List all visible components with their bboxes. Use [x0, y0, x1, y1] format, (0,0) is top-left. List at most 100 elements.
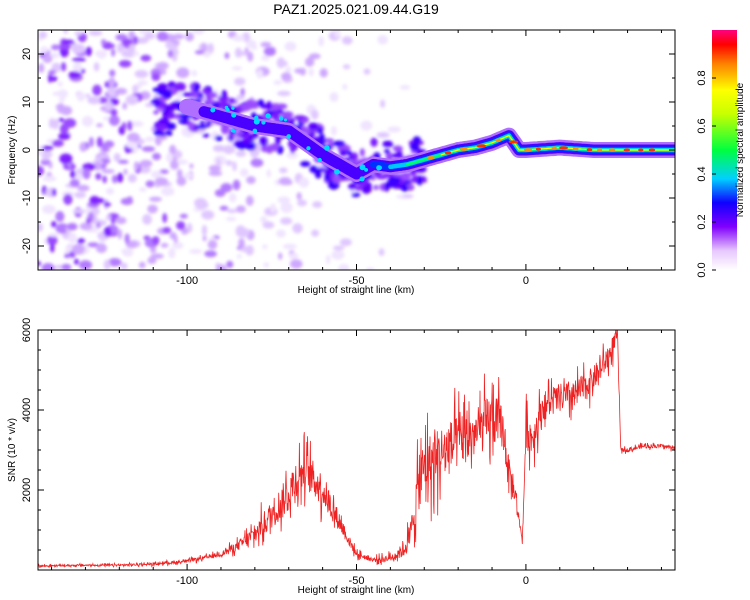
spectrogram-cell — [201, 210, 215, 220]
spectrogram-cell — [402, 194, 414, 199]
spectrogram-peak — [572, 147, 579, 151]
spectrogram-cell — [202, 51, 211, 58]
spectrogram-cell — [64, 253, 70, 259]
spectrogram-cell — [122, 102, 128, 110]
spectrogram-cell — [256, 69, 264, 79]
spectrogram-cell — [149, 246, 157, 254]
spectrogram-cell — [76, 91, 86, 102]
spectrogram-cell — [202, 235, 207, 242]
spectrogram-cell — [49, 52, 60, 59]
spectrogram-cell — [332, 175, 342, 184]
spectrogram-cell — [225, 160, 233, 166]
spectrogram-cell — [42, 54, 53, 64]
spectrogram-cell — [226, 208, 238, 214]
spectrogram-cell — [375, 174, 388, 180]
spectrogram-cell — [245, 195, 254, 206]
spectrogram-cell — [70, 170, 76, 179]
spectrogram-cell — [319, 68, 328, 78]
spectrogram-cell — [86, 217, 91, 225]
spectrogram-cell — [111, 174, 118, 184]
spectrogram-cell — [71, 43, 86, 54]
spectrogram-cell — [162, 227, 172, 234]
spectrogram-cell — [145, 180, 155, 188]
spectrogram-cell — [220, 182, 233, 193]
spectrogram-cell — [110, 213, 116, 225]
spectrogram-cell — [263, 46, 276, 57]
spectrogram-cell — [145, 136, 155, 143]
spectrogram-cell — [122, 247, 134, 257]
spectrogram-cell — [281, 111, 294, 118]
spectrogram-cell — [95, 172, 102, 181]
spectrogram-cell — [285, 66, 292, 75]
spectrogram-cell — [38, 222, 44, 232]
spectrogram-cell — [92, 84, 102, 96]
spectrogram-peak — [359, 176, 365, 182]
spectrogram-cell — [80, 68, 85, 74]
spectrogram-cell — [115, 216, 127, 225]
spectrogram-cell — [201, 224, 208, 236]
spectrogram-cell — [175, 159, 189, 165]
spectrogram-cell — [204, 250, 217, 258]
spectrogram-cell — [197, 93, 204, 99]
spectrogram-cell — [246, 176, 256, 185]
spectrogram-cell — [101, 142, 109, 152]
spectrogram-peak — [427, 156, 436, 160]
spectrogram-peak — [324, 145, 330, 151]
spectrogram-cell — [330, 126, 337, 136]
spectrogram-cell — [212, 144, 226, 153]
spectrogram-cell — [257, 99, 265, 107]
spectrogram-peak — [551, 146, 557, 150]
spectrogram-cell — [153, 110, 159, 115]
spectrogram-cell — [293, 115, 307, 120]
spectrogram-cell — [123, 168, 128, 175]
colorbar-tick-label: 0.0 — [696, 262, 708, 277]
spectrogram-cell — [266, 101, 272, 111]
spectrogram-cell — [63, 30, 69, 34]
spectrogram-cell — [147, 256, 157, 265]
spectrogram-cell — [139, 159, 153, 168]
spectrogram-cell — [178, 119, 188, 124]
spectrogram-cell — [380, 99, 386, 108]
spectrogram-peak — [559, 146, 569, 150]
spectrogram-cell — [96, 222, 101, 229]
spectrogram-cell — [126, 141, 136, 149]
spectrogram-cell — [310, 109, 319, 120]
snr-x-axis-label: Height of straight line (km) — [298, 585, 415, 596]
spectrogram-cell — [273, 80, 282, 85]
spectrogram-cell — [312, 201, 323, 209]
spectrogram-cell — [207, 91, 218, 99]
spectrogram-cell — [103, 259, 111, 270]
spectrogram-cell — [50, 243, 55, 253]
spectrogram-cell — [174, 82, 186, 92]
spectrogram-cell — [138, 261, 146, 269]
spectrogram-peak — [252, 128, 258, 134]
spectrogram-cell — [203, 99, 216, 104]
spectrogram-cell — [195, 124, 209, 129]
spectrogram-cell — [165, 130, 173, 137]
spectrogram-cell — [176, 221, 186, 230]
spectrogram-cell — [55, 223, 70, 234]
spectrogram-peak — [623, 148, 631, 152]
spectrogram-cell — [202, 133, 211, 138]
spectrogram-cell — [156, 62, 169, 70]
spectrogram-cell — [221, 90, 228, 99]
spectrogram-cell — [360, 120, 373, 131]
spectrogram-cell — [74, 258, 79, 265]
spectrogram-cell — [104, 101, 113, 111]
spectrogram-cell — [278, 177, 292, 186]
spectrogram-cell — [280, 217, 293, 225]
spectrogram-cell — [314, 169, 322, 179]
spectrogram-cell — [41, 262, 55, 270]
spectrogram-cell — [187, 121, 195, 131]
spectrogram-cell — [42, 175, 57, 182]
spectrogram-cell — [275, 103, 288, 110]
spectrogram-cell — [46, 235, 58, 246]
spectrogram-cell — [125, 240, 139, 249]
spectrogram-cell — [40, 46, 49, 54]
spectrogram-cell — [135, 37, 149, 44]
spectrogram-cell — [120, 197, 134, 206]
spectrogram-cell — [342, 83, 348, 90]
spectrogram-cell — [206, 120, 212, 128]
spectrogram-cell — [63, 193, 73, 205]
spectrogram-cell — [192, 30, 205, 35]
